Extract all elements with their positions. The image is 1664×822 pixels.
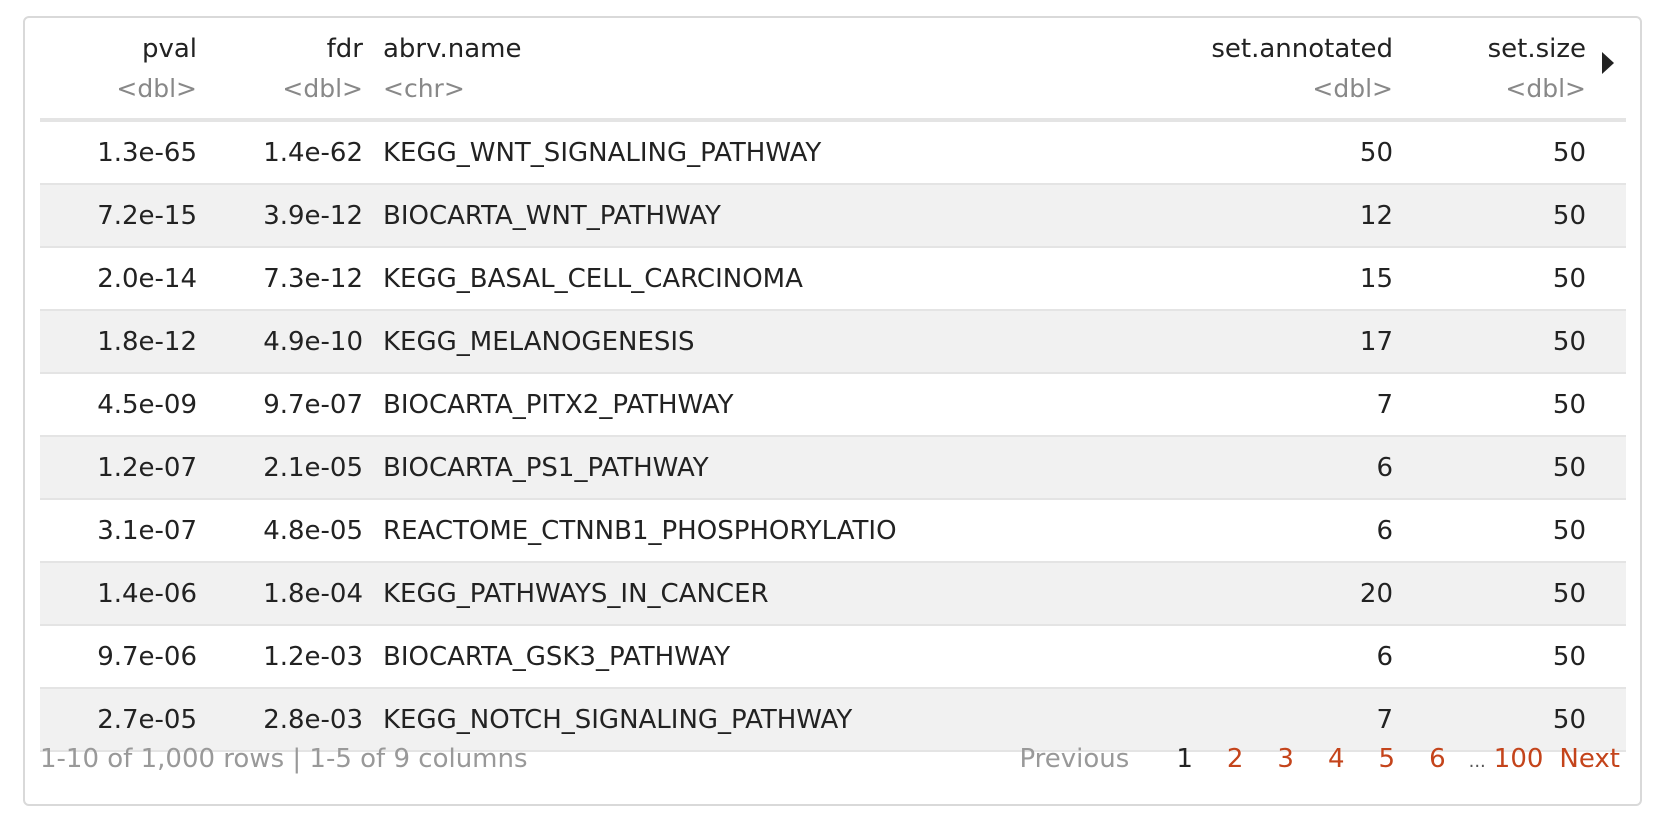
cell-fdr: 4.9e-10	[263, 327, 363, 357]
cell-fdr: 7.3e-12	[263, 264, 363, 294]
column-header-fdr[interactable]: fdr	[326, 34, 363, 64]
page-button-100[interactable]: 100	[1493, 744, 1544, 774]
next-columns-arrow-icon[interactable]	[1602, 52, 1614, 74]
cell-fdr: 3.9e-12	[263, 201, 363, 231]
table-row: 3.1e-07 4.8e-05 REACTOME_CTNNB1_PHOSPHORYL…	[40, 500, 1626, 563]
cell-abrv-name: BIOCARTA_WNT_PATHWAY	[383, 201, 721, 231]
cell-set-annotated: 6	[1376, 453, 1393, 483]
cell-abrv-name: KEGG_BASAL_CELL_CARCINOMA	[383, 264, 803, 294]
cell-fdr: 1.4e-62	[263, 138, 363, 168]
table-row: 1.2e-07 2.1e-05 BIOCARTA_PS1_PATHWAY 6 50	[40, 437, 1626, 500]
table-row: 2.7e-05 2.8e-03 KEGG_NOTCH_SIGNALING_PATHW…	[40, 689, 1626, 752]
pagination-summary: 1-10 of 1,000 rows | 1-5 of 9 columns	[40, 744, 528, 774]
pagination-ellipsis: ...	[1468, 751, 1486, 772]
cell-set-size: 50	[1552, 705, 1586, 735]
cell-set-size: 50	[1552, 327, 1586, 357]
cell-abrv-name: REACTOME_CTNNB1_PHOSPHORYLATIO	[383, 516, 897, 546]
cell-pval: 1.2e-07	[97, 453, 197, 483]
cell-set-annotated: 6	[1376, 642, 1393, 672]
cell-set-annotated: 7	[1376, 390, 1393, 420]
column-type-fdr: <dbl>	[282, 74, 363, 103]
column-header-pval[interactable]: pval	[141, 34, 197, 64]
cell-abrv-name: KEGG_PATHWAYS_IN_CANCER	[383, 579, 769, 609]
cell-pval: 1.3e-65	[97, 138, 197, 168]
cell-pval: 2.0e-14	[97, 264, 197, 294]
cell-set-size: 50	[1552, 579, 1586, 609]
cell-fdr: 9.7e-07	[263, 390, 363, 420]
column-type-set-size: <dbl>	[1505, 74, 1586, 103]
table-row: 4.5e-09 9.7e-07 BIOCARTA_PITX2_PATHWAY 7 50	[40, 374, 1626, 437]
column-type-abrv-name: <chr>	[383, 74, 465, 103]
previous-button: Previous	[1019, 744, 1130, 774]
cell-fdr: 2.1e-05	[263, 453, 363, 483]
cell-pval: 1.4e-06	[97, 579, 197, 609]
pagination-controls: Previous 1 2 3 4 5 6 ... 100 Next	[1019, 744, 1620, 774]
cell-pval: 2.7e-05	[97, 705, 197, 735]
page-button-4[interactable]: 4	[1327, 744, 1345, 774]
table-row: 1.8e-12 4.9e-10 KEGG_MELANOGENESIS 17 50	[40, 311, 1626, 374]
cell-abrv-name: KEGG_NOTCH_SIGNALING_PATHWAY	[383, 705, 853, 735]
table-frame	[23, 16, 1642, 806]
table-body: 1.3e-65 1.4e-62 KEGG_WNT_SIGNALING_PATHWAY…	[40, 122, 1626, 752]
cell-abrv-name: BIOCARTA_PS1_PATHWAY	[383, 453, 709, 483]
page-button-1[interactable]: 1	[1176, 744, 1193, 774]
column-header-set-size[interactable]: set.size	[1487, 34, 1586, 64]
cell-set-annotated: 17	[1359, 327, 1393, 357]
cell-fdr: 1.8e-04	[263, 579, 363, 609]
cell-abrv-name: KEGG_WNT_SIGNALING_PATHWAY	[383, 138, 822, 168]
cell-abrv-name: KEGG_MELANOGENESIS	[383, 327, 695, 357]
cell-pval: 4.5e-09	[97, 390, 197, 420]
cell-set-size: 50	[1552, 390, 1586, 420]
page-button-3[interactable]: 3	[1277, 744, 1294, 774]
cell-pval: 9.7e-06	[97, 642, 197, 672]
cell-pval: 3.1e-07	[97, 516, 197, 546]
cell-abrv-name: BIOCARTA_PITX2_PATHWAY	[383, 390, 734, 420]
page-button-2[interactable]: 2	[1226, 744, 1244, 774]
cell-set-size: 50	[1552, 264, 1586, 294]
page-button-5[interactable]: 5	[1378, 744, 1396, 774]
cell-set-size: 50	[1552, 453, 1586, 483]
cell-set-annotated: 15	[1359, 264, 1393, 294]
cell-abrv-name: BIOCARTA_GSK3_PATHWAY	[383, 642, 731, 672]
cell-set-size: 50	[1552, 138, 1586, 168]
page-button-6[interactable]: 6	[1429, 744, 1446, 774]
cell-fdr: 4.8e-05	[263, 516, 363, 546]
column-header-abrv-name[interactable]: abrv.name	[383, 34, 522, 64]
column-type-set-annotated: <dbl>	[1312, 74, 1393, 103]
cell-set-annotated: 12	[1359, 201, 1393, 231]
cell-set-annotated: 6	[1376, 516, 1393, 546]
cell-pval: 1.8e-12	[97, 327, 197, 357]
data-table: pval <dbl> fdr <dbl> abrv.name <chr> set…	[40, 30, 1626, 752]
cell-fdr: 2.8e-03	[263, 705, 363, 735]
cell-set-annotated: 20	[1359, 579, 1393, 609]
cell-pval: 7.2e-15	[97, 201, 197, 231]
table-row: 7.2e-15 3.9e-12 BIOCARTA_WNT_PATHWAY 12 50	[40, 185, 1626, 248]
cell-set-size: 50	[1552, 642, 1586, 672]
table-row: 9.7e-06 1.2e-03 BIOCARTA_GSK3_PATHWAY 6 50	[40, 626, 1626, 689]
cell-set-size: 50	[1552, 516, 1586, 546]
next-button[interactable]: Next	[1559, 744, 1620, 774]
table-footer: 1-10 of 1,000 rows | 1-5 of 9 columns Pr…	[40, 744, 1620, 784]
table-header: pval <dbl> fdr <dbl> abrv.name <chr> set…	[40, 30, 1626, 122]
cell-set-size: 50	[1552, 201, 1586, 231]
column-type-pval: <dbl>	[116, 74, 197, 103]
cell-set-annotated: 50	[1359, 138, 1393, 168]
table-row: 2.0e-14 7.3e-12 KEGG_BASAL_CELL_CARCINOMA 1…	[40, 248, 1626, 311]
cell-set-annotated: 7	[1376, 705, 1393, 735]
table-row: 1.4e-06 1.8e-04 KEGG_PATHWAYS_IN_CANCER 20 5…	[40, 563, 1626, 626]
cell-fdr: 1.2e-03	[263, 642, 363, 672]
table-row: 1.3e-65 1.4e-62 KEGG_WNT_SIGNALING_PATHWAY…	[40, 122, 1626, 185]
column-header-set-annotated[interactable]: set.annotated	[1211, 34, 1393, 64]
